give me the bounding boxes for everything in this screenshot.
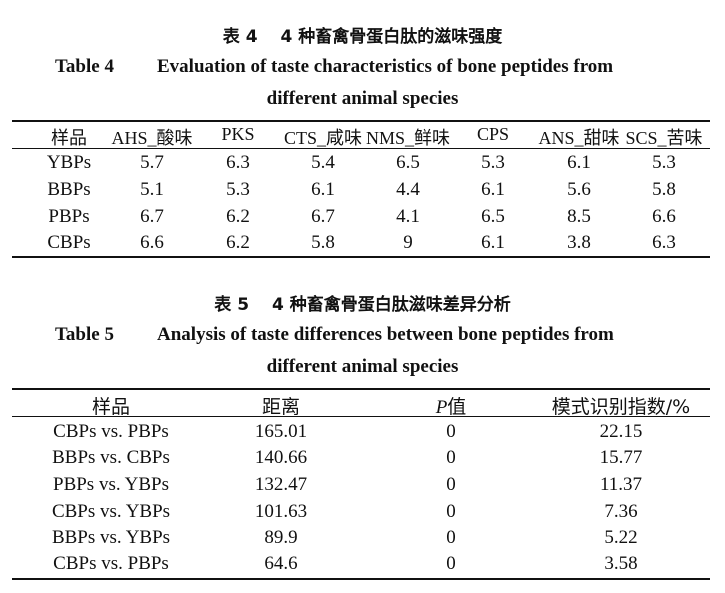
p-symbol: P <box>435 397 448 418</box>
table5-cell: 0 <box>446 447 456 468</box>
table5-cell: 165.01 <box>254 421 308 442</box>
table5-caption-cn: 表 5 4 种畜禽骨蛋白肽滋味差异分析 <box>214 295 511 315</box>
table4-bottom-rule <box>12 256 710 258</box>
table4-cell: 6.1 <box>481 232 505 253</box>
table4-header-scs: SCS_苦味 <box>625 128 703 148</box>
table5-caption-en-line2: different animal species <box>0 356 725 380</box>
table5-cell: 0 <box>446 501 456 522</box>
table4-cell: 4.1 <box>396 206 420 227</box>
table4-title-line2: different animal species <box>266 88 459 109</box>
table5-cell: 101.63 <box>254 501 308 522</box>
table4-cell: 6.6 <box>140 232 164 253</box>
table4-cell: CBPs <box>47 232 91 253</box>
table4-cell: 5.3 <box>481 152 505 173</box>
table4-header-cps: CPS <box>476 124 510 144</box>
table4-cell: 6.7 <box>140 206 164 227</box>
table5-header-p-value: P值 <box>436 392 467 419</box>
table4-cell: 5.8 <box>652 179 676 200</box>
table5-cell: 132.47 <box>254 474 308 495</box>
table4-cell: 9 <box>403 232 413 253</box>
table5-header-distance: 距离 <box>261 396 301 418</box>
table4-number: Table 4 <box>55 56 114 77</box>
table5-cell: CBPs vs. PBPs <box>53 421 169 442</box>
table4-cell: 6.1 <box>567 152 591 173</box>
table4-cell: 8.5 <box>567 206 591 227</box>
table4-cell: 5.3 <box>652 152 676 173</box>
table5-title-line1: Analysis of taste differences between bo… <box>157 324 614 345</box>
table5-header-rule <box>12 416 710 417</box>
table5-cell: 0 <box>446 474 456 495</box>
table4-cell: 6.3 <box>652 232 676 253</box>
table5-header-sample: 样品 <box>91 396 131 418</box>
table5-cell: 0 <box>446 421 456 442</box>
table5-cell: 140.66 <box>254 447 308 468</box>
table5-cell: 64.6 <box>264 553 298 574</box>
table4-cell: 5.8 <box>311 232 335 253</box>
table4-cell: 5.4 <box>311 152 335 173</box>
table4-cell: PBPs <box>48 206 90 227</box>
table4-cell: 6.1 <box>311 179 335 200</box>
table4-cell: 6.3 <box>226 152 250 173</box>
table5-title-line2: different animal species <box>266 356 459 377</box>
table4-cell: 5.3 <box>226 179 250 200</box>
table5-number: Table 5 <box>55 324 114 345</box>
table4-cell: 6.1 <box>481 179 505 200</box>
table5-cell: CBPs vs. YBPs <box>51 501 171 522</box>
table5-cell: BBPs vs. YBPs <box>51 527 171 548</box>
table4-cell: 6.7 <box>311 206 335 227</box>
table4-header-sample: 样品 <box>51 128 87 149</box>
table4-cell: 6.5 <box>396 152 420 173</box>
table4-cell: 5.6 <box>567 179 591 200</box>
table5-cell: 7.36 <box>604 501 638 522</box>
table5-cell: 15.77 <box>599 447 643 468</box>
table4-cell: 5.1 <box>140 179 164 200</box>
table4-cell: BBPs <box>47 179 91 200</box>
table5-cell: BBPs vs. CBPs <box>52 447 170 468</box>
table4-cell: 5.7 <box>140 152 164 173</box>
table5-cell: CBPs vs. PBPs <box>53 553 169 574</box>
table4-title-line1: Evaluation of taste characteristics of b… <box>157 56 614 77</box>
table4-cell: 6.5 <box>481 206 505 227</box>
table4-top-rule <box>12 120 710 122</box>
table5-cell: 11.37 <box>599 474 643 495</box>
table5-cell: 3.58 <box>604 553 638 574</box>
table5-top-rule <box>12 388 710 390</box>
table5-header-recognition-index: 模式识别指数/% <box>551 396 691 418</box>
table4-caption-en: Table 4 Evaluation of taste characterist… <box>0 56 725 80</box>
table4-cell: 6.2 <box>226 206 250 227</box>
table5-bottom-rule <box>12 578 710 580</box>
table4-cell: 6.6 <box>652 206 676 227</box>
table4-caption-en-line2: different animal species <box>0 88 725 112</box>
table4-cell: 6.2 <box>226 232 250 253</box>
table5-cell: PBPs vs. YBPs <box>53 474 169 495</box>
table4-caption-cn: 表 4 4 种畜禽骨蛋白肽的滋味强度 <box>222 27 503 47</box>
table5-cell: 5.22 <box>604 527 638 548</box>
table4-cell: YBPs <box>46 152 92 173</box>
table4-cell: 3.8 <box>567 232 591 253</box>
table4-header-nms: NMS_鲜味 <box>365 128 451 148</box>
table4-header-cts: CTS_咸味 <box>283 128 363 148</box>
table4-header-ahs: AHS_酸味 <box>111 128 193 148</box>
table5-cell: 22.15 <box>599 421 643 442</box>
table5-caption-en: Table 5 Analysis of taste differences be… <box>0 324 725 348</box>
table4-header-rule <box>12 148 710 149</box>
table5-cell: 89.9 <box>264 527 298 548</box>
table4-header-ans: ANS_甜味 <box>538 128 620 148</box>
table4-cell: 4.4 <box>396 179 420 200</box>
p-suffix: 值 <box>447 396 467 418</box>
table4-header-pks: PKS <box>221 124 255 144</box>
table5-cell: 0 <box>446 553 456 574</box>
table5-cell: 0 <box>446 527 456 548</box>
